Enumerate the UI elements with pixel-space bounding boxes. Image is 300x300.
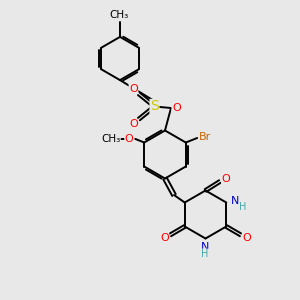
Text: O: O: [242, 233, 251, 243]
Text: CH₃: CH₃: [109, 10, 128, 20]
Text: O: O: [221, 173, 230, 184]
Text: O: O: [172, 103, 181, 113]
Text: O: O: [129, 83, 138, 94]
Text: N: N: [201, 242, 209, 252]
Text: O: O: [125, 134, 134, 144]
Text: H: H: [239, 202, 247, 212]
Text: O: O: [129, 119, 138, 130]
Text: CH₃: CH₃: [101, 134, 120, 144]
Text: S: S: [150, 100, 159, 113]
Text: N: N: [231, 196, 239, 206]
Text: H: H: [201, 249, 208, 259]
Text: O: O: [160, 233, 169, 243]
Text: Br: Br: [199, 131, 212, 142]
